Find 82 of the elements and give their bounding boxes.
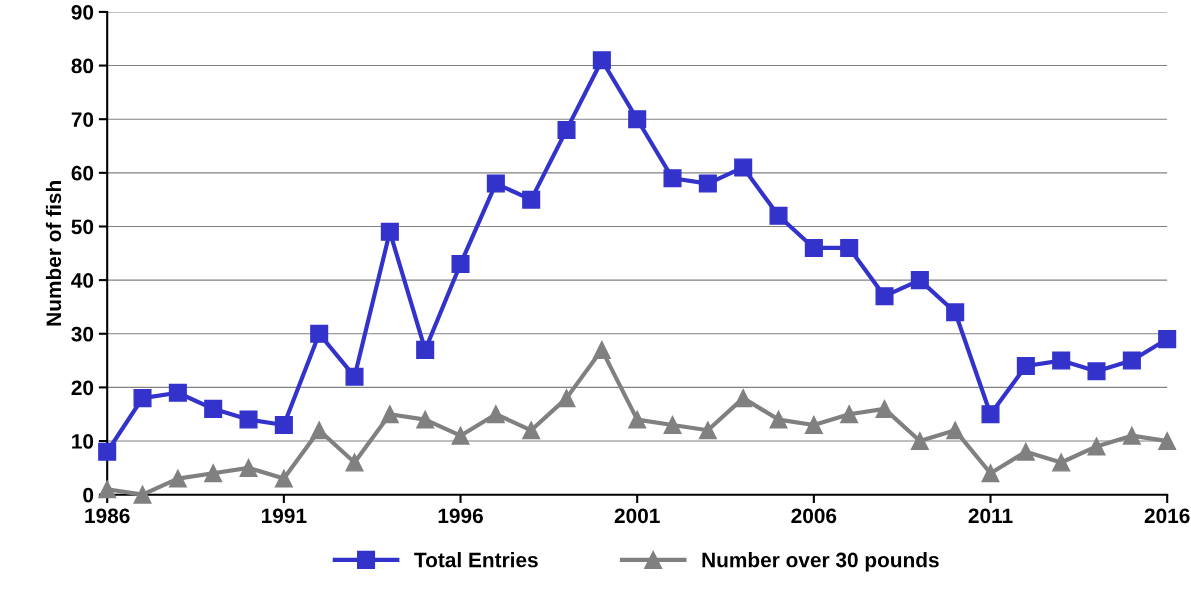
point — [522, 421, 541, 440]
point — [1087, 437, 1106, 456]
point — [204, 399, 223, 418]
y-axis-title: Number of fish — [45, 181, 62, 326]
point — [698, 421, 717, 440]
point — [1052, 351, 1071, 370]
point — [1016, 442, 1035, 461]
point — [239, 410, 258, 429]
point — [98, 480, 117, 499]
point — [769, 206, 788, 225]
point — [133, 389, 152, 408]
point — [345, 367, 364, 386]
y-tick-label: 70 — [71, 112, 94, 127]
point — [1087, 362, 1106, 381]
point — [416, 410, 435, 429]
point — [204, 464, 223, 483]
point — [663, 415, 682, 434]
point — [1052, 453, 1071, 472]
y-tick-label: 80 — [71, 58, 94, 74]
point — [486, 174, 505, 193]
point — [98, 442, 117, 461]
point — [981, 405, 1000, 424]
point — [557, 120, 576, 139]
x-tick-label: 2001 — [614, 508, 660, 524]
y-tick-label: 40 — [71, 273, 94, 288]
y-tick-label: 10 — [72, 434, 94, 449]
point — [1122, 426, 1141, 445]
point — [910, 432, 929, 451]
point — [1122, 351, 1141, 370]
point — [734, 389, 753, 408]
point — [592, 340, 611, 359]
y-tick-label: 60 — [71, 165, 94, 181]
point — [310, 421, 329, 440]
y-tick-label: 90 — [71, 4, 94, 20]
point — [416, 340, 435, 359]
point — [734, 158, 753, 177]
point — [592, 51, 611, 70]
point — [1158, 330, 1177, 349]
point — [663, 169, 682, 188]
point — [451, 254, 470, 274]
x-tick-label: 1986 — [85, 508, 130, 524]
point — [274, 415, 293, 434]
point — [380, 222, 399, 241]
point — [875, 399, 894, 418]
point — [875, 287, 894, 306]
point — [239, 458, 258, 477]
point — [486, 405, 505, 424]
point — [946, 303, 965, 322]
point — [804, 238, 823, 257]
point — [1158, 432, 1177, 451]
point — [522, 190, 541, 209]
y-tick-label: 0 — [83, 487, 94, 503]
y-tick-label: 30 — [71, 326, 94, 342]
x-tick-label: 1991 — [262, 508, 307, 524]
point — [168, 383, 187, 402]
point — [380, 405, 399, 424]
point — [804, 415, 823, 434]
y-tick-label: 20 — [71, 380, 94, 396]
x-tick-label: 2011 — [968, 508, 1013, 524]
point — [910, 271, 929, 290]
point — [274, 469, 293, 488]
x-tick-label: 1996 — [438, 508, 483, 524]
point — [698, 174, 717, 193]
point — [946, 421, 965, 440]
point — [557, 389, 576, 408]
point — [451, 426, 470, 445]
point — [981, 464, 1000, 483]
y-tick-label: 50 — [71, 219, 94, 235]
legend-label: Number over 30 pounds — [702, 552, 939, 572]
point — [840, 238, 859, 257]
point — [628, 410, 647, 429]
legend-label: Total Entries — [414, 552, 538, 568]
point — [168, 469, 187, 488]
x-tick-label: 2006 — [791, 508, 837, 524]
x-tick-label: 2016 — [1144, 508, 1190, 524]
point — [310, 324, 329, 343]
point — [628, 110, 647, 129]
point — [769, 410, 788, 429]
point — [840, 405, 859, 424]
point — [133, 485, 152, 504]
point — [1016, 356, 1035, 375]
point — [345, 453, 364, 472]
